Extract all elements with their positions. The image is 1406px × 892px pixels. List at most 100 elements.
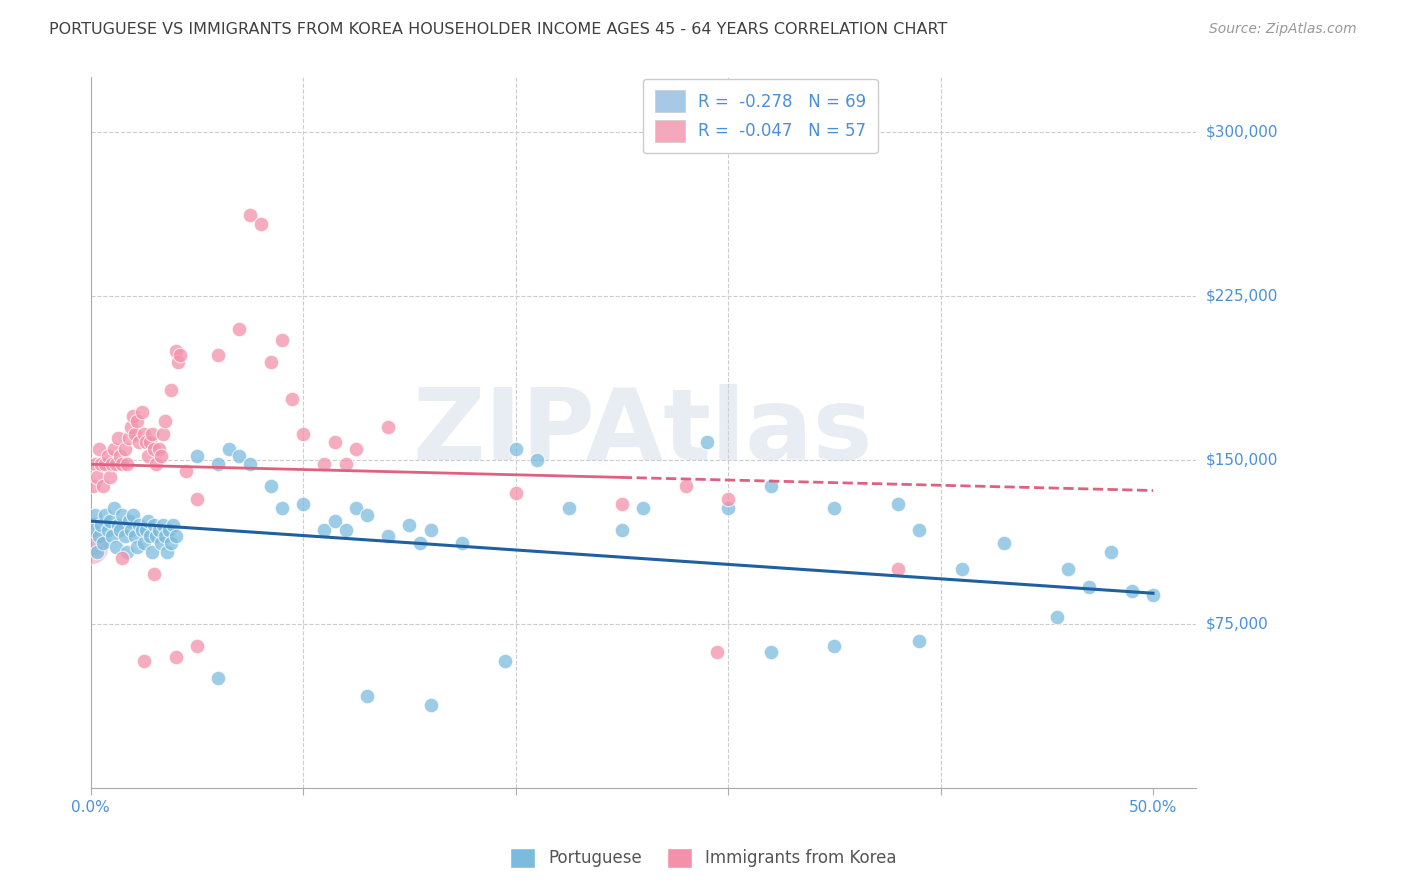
Point [111,458,134,472]
Point [149,536,172,550]
Point [1099,545,1122,559]
Point [377,420,399,434]
Text: PORTUGUESE VS IMMIGRANTS FROM KOREA HOUSEHOLDER INCOME AGES 45 - 64 YEARS CORREL: PORTUGUESE VS IMMIGRANTS FROM KOREA HOUS… [49,22,948,37]
Point [165,649,187,664]
Point [115,458,138,472]
Point [118,514,141,528]
Point [398,518,420,533]
Point [162,518,184,533]
Point [105,458,128,472]
Point [993,536,1015,550]
Point [105,541,128,555]
Text: $150,000: $150,000 [1206,452,1278,467]
Point [717,492,740,507]
Point [1057,562,1080,576]
Point [82,523,104,537]
Point [122,508,145,522]
Point [260,479,283,493]
Point [887,562,910,576]
Point [111,551,134,566]
Point [186,449,208,463]
Point [90,518,112,533]
Point [356,508,378,522]
Legend: R =  -0.278   N = 69, R =  -0.047   N = 57: R = -0.278 N = 69, R = -0.047 N = 57 [643,78,877,153]
Point [135,435,157,450]
Point [228,322,250,336]
Point [94,458,117,472]
Point [823,501,845,516]
Point [950,562,973,576]
Point [114,442,136,456]
Point [270,333,292,347]
Point [526,453,548,467]
Point [135,523,157,537]
Point [270,501,292,516]
Point [174,464,197,478]
Point [281,392,304,406]
Point [157,523,180,537]
Point [1046,610,1069,624]
Point [90,458,112,472]
Point [136,449,159,463]
Point [83,458,105,472]
Point [160,536,183,550]
Point [335,458,357,472]
Point [128,518,150,533]
Point [86,470,108,484]
Point [908,523,931,537]
Point [115,545,138,559]
Point [114,529,136,543]
Point [127,541,149,555]
Point [97,523,120,537]
Point [314,458,336,472]
Point [260,354,283,368]
Point [314,523,336,537]
Text: $300,000: $300,000 [1206,125,1278,139]
Point [165,529,187,543]
Point [207,348,229,362]
Text: $225,000: $225,000 [1206,288,1278,303]
Point [101,458,124,472]
Point [122,409,145,424]
Point [143,566,166,581]
Point [79,529,101,543]
Point [419,523,441,537]
Point [82,479,104,493]
Point [153,529,176,543]
Point [124,426,146,441]
Point [101,529,124,543]
Point [706,645,728,659]
Text: Source: ZipAtlas.com: Source: ZipAtlas.com [1209,22,1357,37]
Point [908,634,931,648]
Point [610,497,633,511]
Point [451,536,474,550]
Point [86,545,108,559]
Point [97,449,120,463]
Point [1078,580,1101,594]
Point [127,413,149,427]
Point [207,672,229,686]
Point [103,501,125,516]
Point [153,413,176,427]
Point [228,449,250,463]
Point [110,523,132,537]
Point [292,426,315,441]
Point [87,529,110,543]
Point [87,442,110,456]
Point [1121,584,1143,599]
Point [107,431,129,445]
Point [409,536,432,550]
Point [141,545,163,559]
Point [93,536,115,550]
Point [675,479,697,493]
Point [148,442,170,456]
Point [165,343,187,358]
Point [419,698,441,712]
Point [152,426,174,441]
Point [145,458,167,472]
Point [160,383,183,397]
Point [143,442,166,456]
Point [132,426,155,441]
Point [610,523,633,537]
Legend: Portuguese, Immigrants from Korea: Portuguese, Immigrants from Korea [503,841,903,875]
